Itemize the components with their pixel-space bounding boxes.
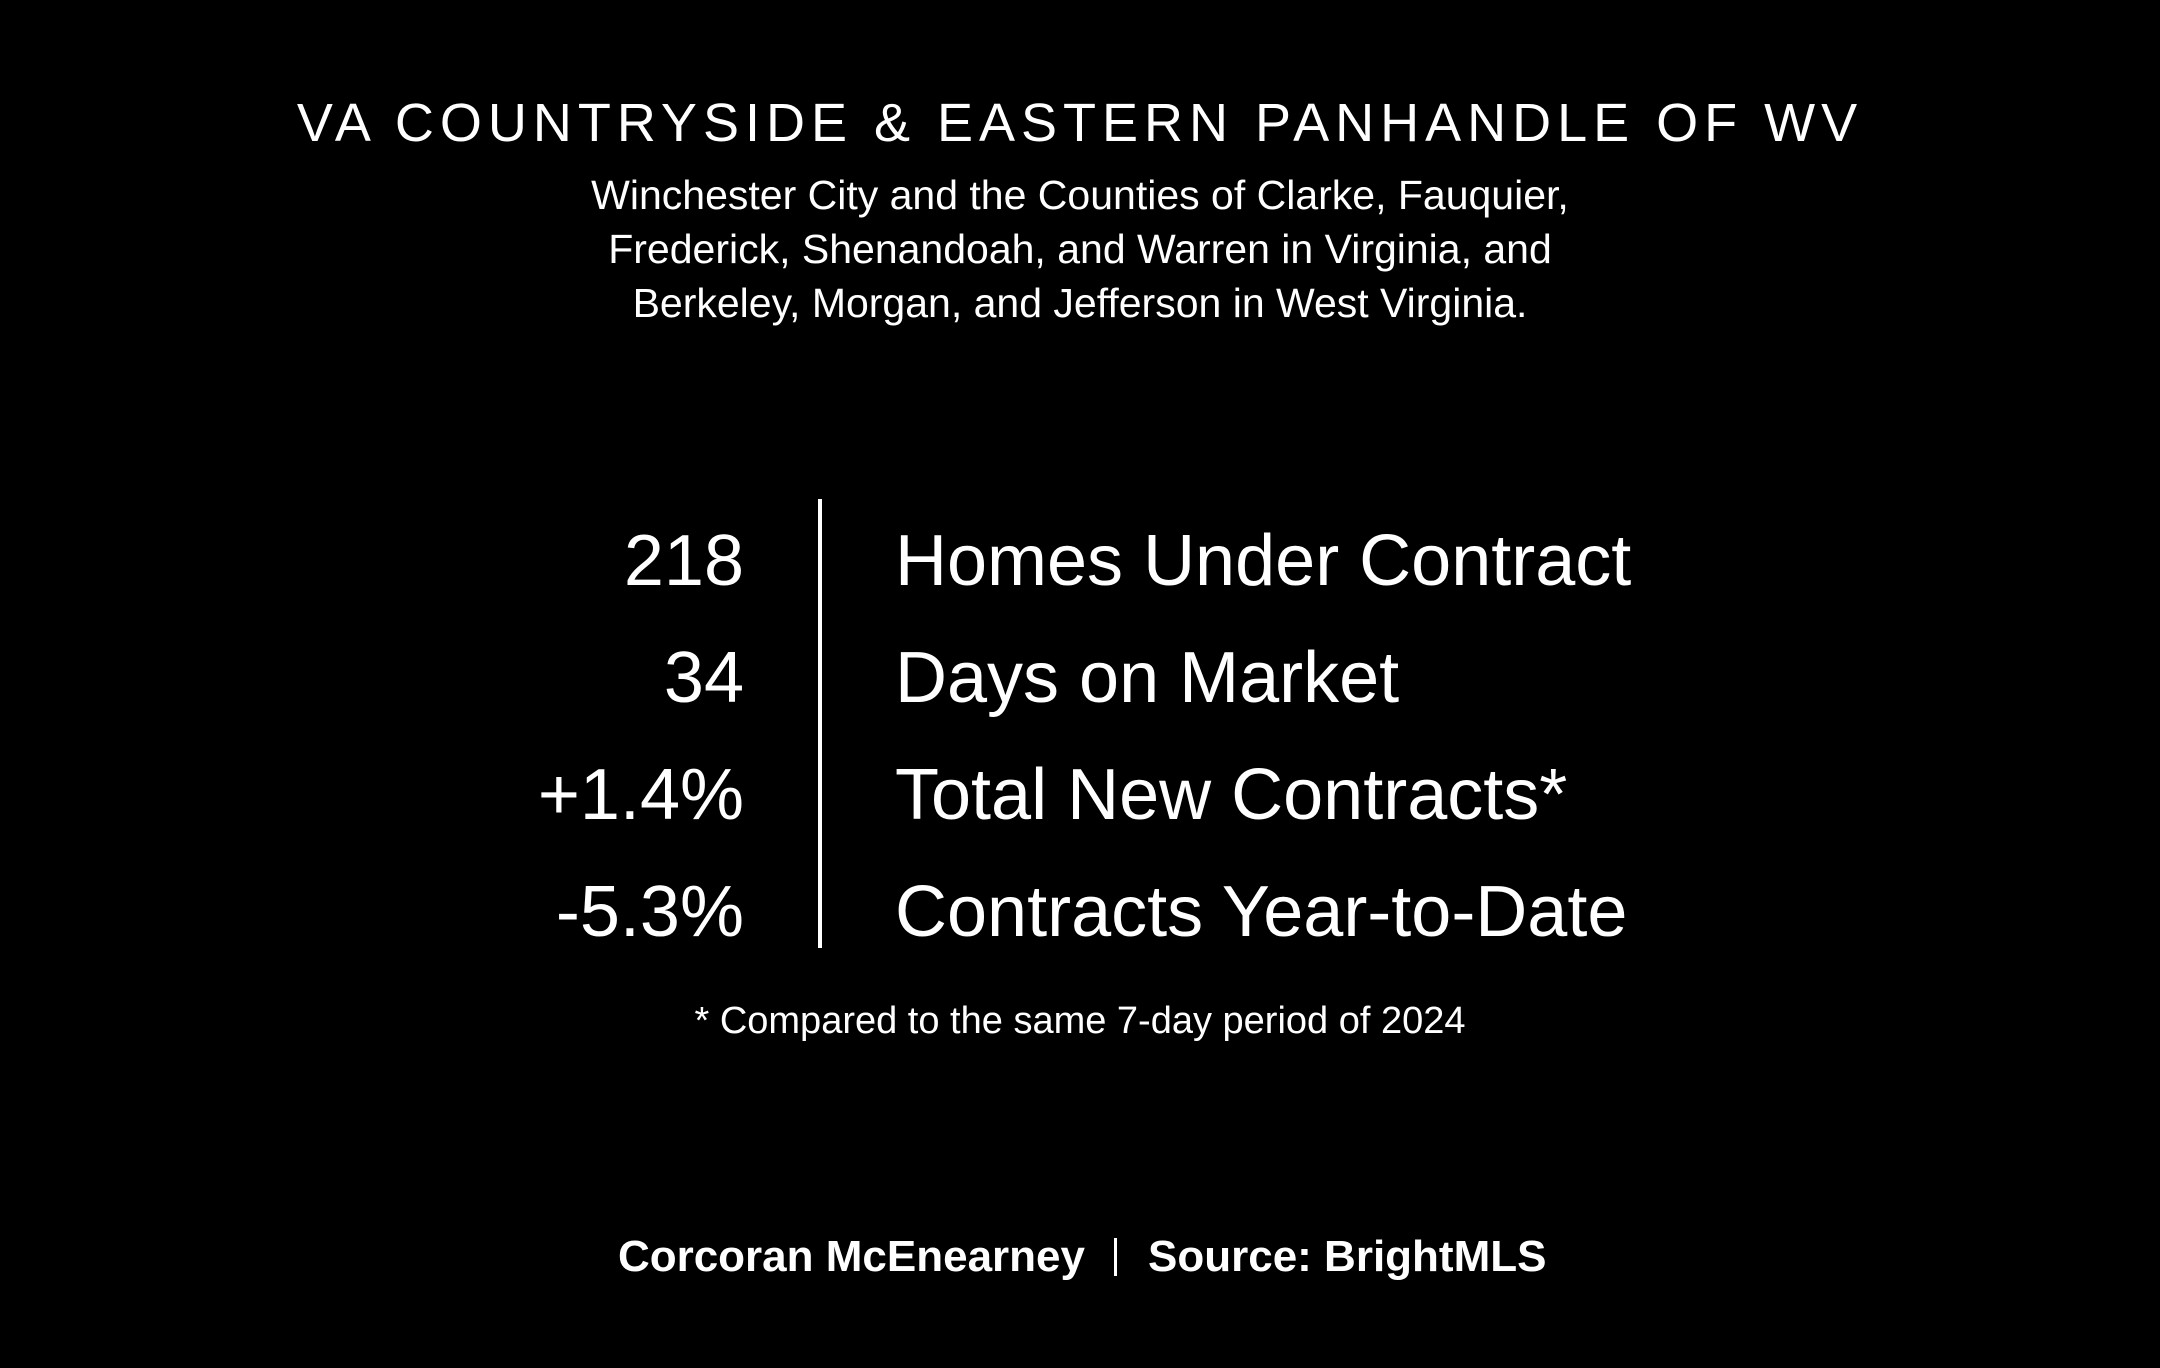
title: VA COUNTRYSIDE & EASTERN PANHANDLE OF WV: [296, 93, 1864, 153]
stat-label: Homes Under Contract: [895, 521, 1632, 601]
stat-label: Contracts Year-to-Date: [895, 872, 1628, 952]
footnote: * Compared to the same 7-day period of 2…: [694, 1000, 1466, 1042]
stat-value: 34: [663, 638, 744, 718]
stat-value: -5.3%: [555, 872, 744, 952]
subtitle-line: Winchester City and the Counties of Clar…: [591, 172, 1569, 218]
brand: Corcoran McEnearney: [617, 1232, 1085, 1281]
subtitle-line: Frederick, Shenandoah, and Warren in Vir…: [608, 226, 1552, 272]
stat-label: Days on Market: [895, 638, 1400, 718]
divider: [818, 499, 822, 948]
separator: [1114, 1238, 1117, 1276]
stat-value: 218: [623, 521, 744, 601]
stat-label: Total New Contracts*: [895, 755, 1568, 835]
source: Source: BrightMLS: [1148, 1232, 1547, 1281]
subtitle-line: Berkeley, Morgan, and Jefferson in West …: [632, 280, 1528, 326]
stat-value: +1.4%: [537, 755, 744, 835]
subtitle: Winchester City and the Counties of Clar…: [0, 168, 2160, 330]
